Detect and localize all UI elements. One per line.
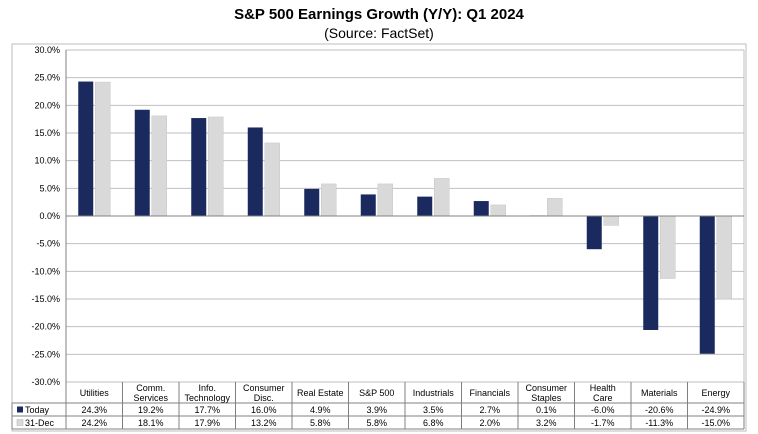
category-label: Comm. — [136, 383, 165, 393]
y-tick-label: 15.0% — [34, 128, 60, 138]
bar-today — [586, 216, 602, 250]
data-label: -20.6% — [645, 405, 674, 415]
data-label: 3.2% — [536, 418, 557, 428]
category-label: Financials — [469, 388, 510, 398]
y-tick-label: -20.0% — [31, 322, 60, 332]
legend-label-today: Today — [25, 405, 50, 415]
y-tick-label: -15.0% — [31, 294, 60, 304]
category-label: Services — [133, 393, 168, 403]
category-label: Energy — [701, 388, 730, 398]
bar-31-dec — [660, 215, 676, 279]
category-label: Materials — [641, 388, 678, 398]
bar-today — [699, 216, 715, 354]
category-label: Care — [593, 393, 613, 403]
y-tick-label: -30.0% — [31, 377, 60, 387]
data-label: -1.7% — [591, 418, 615, 428]
category-label: Consumer — [525, 383, 567, 393]
data-label: -6.0% — [591, 405, 615, 415]
data-label: -11.3% — [645, 418, 673, 428]
data-label: 2.0% — [479, 418, 500, 428]
data-label: 24.3% — [81, 405, 107, 415]
category-label: Technology — [184, 393, 230, 403]
bar-today — [78, 81, 94, 216]
data-label: 4.9% — [310, 405, 331, 415]
y-tick-label: 5.0% — [39, 183, 60, 193]
data-label: 19.2% — [138, 405, 164, 415]
bar-today — [191, 118, 207, 216]
bar-31-dec — [208, 116, 224, 217]
data-label: 6.8% — [423, 418, 444, 428]
category-label: Real Estate — [297, 388, 344, 398]
chart-title: S&P 500 Earnings Growth (Y/Y): Q1 2024 — [234, 6, 524, 23]
data-label: 5.8% — [366, 418, 387, 428]
data-label: -15.0% — [701, 418, 730, 428]
y-tick-label: 25.0% — [34, 73, 60, 83]
category-label: Staples — [531, 393, 562, 403]
category-label: Info. — [198, 383, 216, 393]
data-label: 16.0% — [251, 405, 277, 415]
bar-31-dec — [95, 81, 111, 217]
data-label: 24.2% — [81, 418, 107, 428]
data-label: 3.5% — [423, 405, 444, 415]
bar-today — [134, 109, 150, 216]
chart-border — [11, 43, 747, 432]
bar-today — [643, 216, 659, 330]
data-label: 18.1% — [138, 418, 164, 428]
bar-31-dec — [547, 198, 563, 217]
y-tick-label: -5.0% — [36, 239, 60, 249]
bar-today — [417, 196, 433, 216]
legend-swatch-31-dec — [16, 419, 24, 426]
chart-subtitle: (Source: FactSet) — [324, 25, 434, 41]
data-label: 17.7% — [194, 405, 220, 415]
bar-31-dec — [716, 215, 732, 300]
y-tick-label: 10.0% — [34, 156, 60, 166]
data-label: 2.7% — [479, 405, 500, 415]
data-label: 17.9% — [194, 418, 220, 428]
bar-31-dec — [151, 115, 167, 217]
category-label: Industrials — [413, 388, 455, 398]
data-label: 13.2% — [251, 418, 277, 428]
data-label: -24.9% — [701, 405, 730, 415]
category-label: Disc. — [254, 393, 274, 403]
y-tick-label: -25.0% — [31, 349, 60, 359]
data-label: 0.1% — [536, 405, 557, 415]
data-label: 5.8% — [310, 418, 331, 428]
y-tick-label: 0.0% — [39, 211, 60, 221]
category-label: Consumer — [243, 383, 285, 393]
y-tick-label: 30.0% — [34, 45, 60, 55]
bar-31-dec — [603, 215, 619, 226]
bar-31-dec — [321, 183, 337, 217]
category-label: Health — [590, 383, 616, 393]
bar-31-dec — [264, 142, 280, 217]
legend-label-31-dec: 31-Dec — [25, 418, 55, 428]
category-label: Utilities — [80, 388, 110, 398]
legend-swatch-today — [17, 406, 23, 413]
bar-today — [360, 194, 376, 216]
bar-31-dec — [434, 178, 450, 217]
bar-today — [473, 201, 489, 216]
data-label: 3.9% — [366, 405, 387, 415]
bar-today — [304, 188, 320, 216]
bar-today — [247, 127, 263, 216]
bar-31-dec — [490, 204, 506, 217]
y-tick-label: -10.0% — [31, 266, 60, 276]
category-label: S&P 500 — [359, 388, 394, 398]
bar-31-dec — [377, 183, 393, 217]
y-tick-label: 20.0% — [34, 100, 60, 110]
